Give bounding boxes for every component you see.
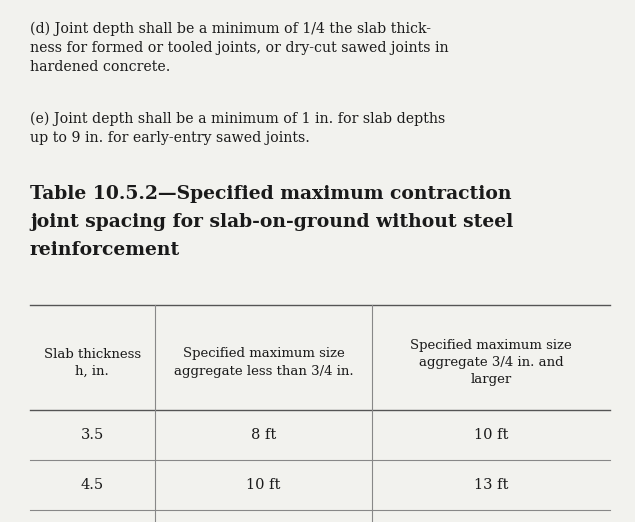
Text: 10 ft: 10 ft [246, 478, 281, 492]
Text: 8 ft: 8 ft [251, 428, 276, 442]
Text: 10 ft: 10 ft [474, 428, 508, 442]
Text: 4.5: 4.5 [81, 478, 104, 492]
Text: Table 10.5.2—Specified maximum contraction: Table 10.5.2—Specified maximum contracti… [30, 185, 512, 203]
Text: 3.5: 3.5 [81, 428, 104, 442]
Text: Specified maximum size
aggregate less than 3/4 in.: Specified maximum size aggregate less th… [173, 348, 353, 377]
Text: 13 ft: 13 ft [474, 478, 508, 492]
Text: reinforcement: reinforcement [30, 241, 180, 259]
Text: Slab thickness
h, in.: Slab thickness h, in. [44, 348, 141, 377]
Text: joint spacing for slab-on-ground without steel: joint spacing for slab-on-ground without… [30, 213, 513, 231]
Text: Specified maximum size
aggregate 3/4 in. and
larger: Specified maximum size aggregate 3/4 in.… [410, 339, 572, 386]
Text: (d) Joint depth shall be a minimum of 1/4 the slab thick-
ness for formed or too: (d) Joint depth shall be a minimum of 1/… [30, 22, 448, 74]
Text: (e) Joint depth shall be a minimum of 1 in. for slab depths
up to 9 in. for earl: (e) Joint depth shall be a minimum of 1 … [30, 112, 445, 145]
